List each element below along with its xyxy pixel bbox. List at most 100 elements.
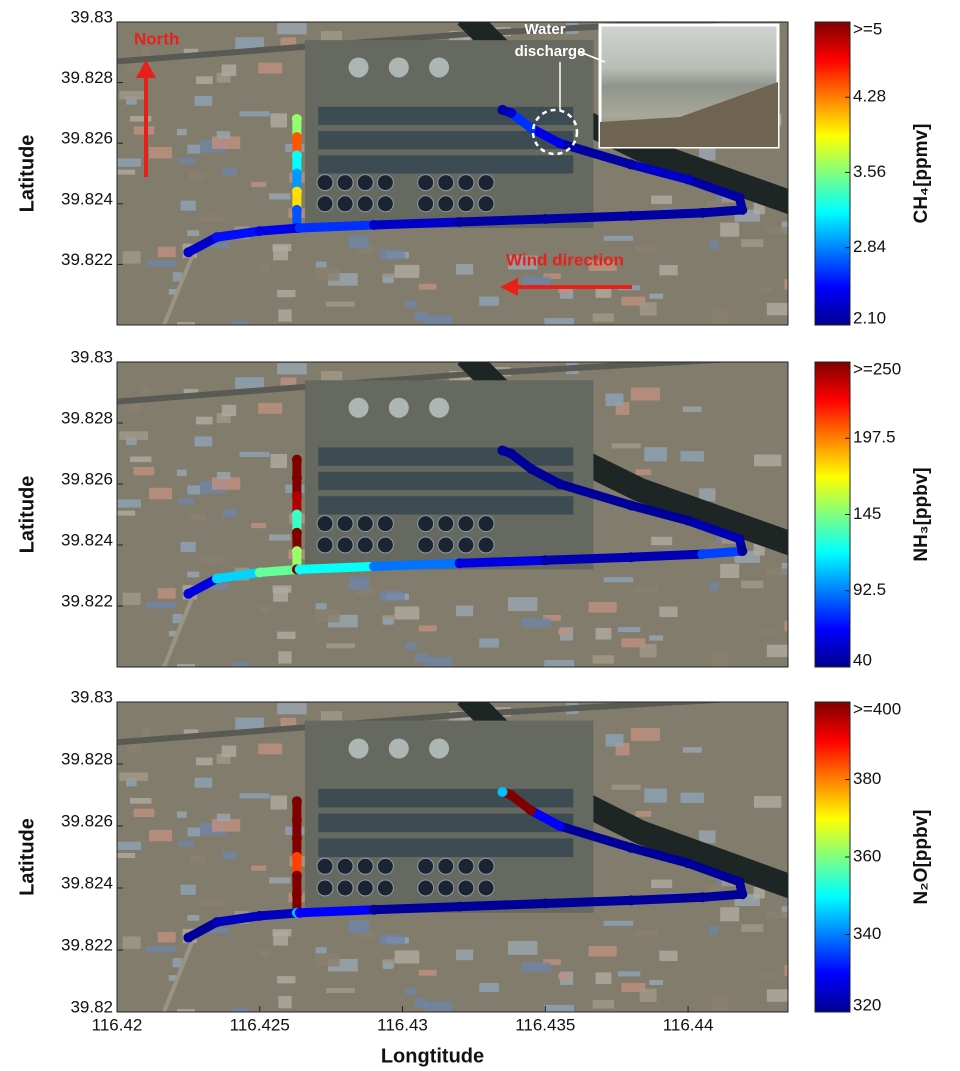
y-tick-label: 39.828 — [61, 749, 113, 768]
building — [631, 728, 660, 741]
colorbar — [815, 362, 850, 667]
clarifier — [377, 175, 393, 191]
track-point — [292, 852, 302, 862]
building — [117, 170, 135, 175]
track-point — [683, 858, 693, 868]
building — [754, 455, 781, 467]
track-point — [292, 205, 302, 215]
building — [142, 387, 150, 397]
building — [117, 842, 141, 850]
building — [604, 236, 634, 241]
track-point — [626, 843, 636, 853]
building — [130, 798, 152, 804]
building — [479, 638, 499, 647]
building — [425, 1002, 452, 1011]
building — [349, 235, 369, 248]
building — [631, 388, 660, 401]
building — [640, 302, 657, 315]
building — [349, 920, 369, 933]
track-point — [455, 902, 465, 912]
building — [659, 265, 677, 275]
building — [149, 830, 172, 841]
building — [508, 597, 537, 611]
building — [178, 498, 194, 504]
y-tick-label: 39.822 — [61, 591, 113, 610]
building — [741, 924, 763, 932]
track-point — [292, 455, 302, 465]
track-point — [626, 159, 636, 169]
building — [649, 294, 663, 299]
track-point — [506, 790, 516, 800]
track-point — [292, 473, 302, 483]
map — [117, 696, 809, 1023]
clarifier — [377, 880, 393, 896]
building — [281, 718, 297, 726]
clarifier — [418, 516, 434, 532]
building — [640, 644, 657, 657]
track-point — [292, 510, 302, 520]
building — [651, 537, 672, 545]
building — [383, 277, 393, 283]
track-segment — [300, 910, 374, 913]
clarifier — [478, 516, 494, 532]
building — [508, 941, 537, 955]
clarifier — [458, 516, 474, 532]
clarifier — [389, 57, 409, 77]
building — [635, 930, 658, 936]
track-point — [292, 150, 302, 160]
wind-label: Wind direction — [506, 250, 624, 269]
building — [146, 261, 176, 267]
tank-row — [318, 496, 573, 514]
building — [196, 758, 213, 766]
building — [178, 158, 194, 164]
y-tick-label: 39.828 — [61, 68, 113, 87]
building — [194, 778, 212, 788]
building — [321, 711, 342, 720]
track-point — [292, 871, 302, 881]
building — [636, 811, 652, 817]
building — [123, 251, 141, 263]
building — [273, 585, 292, 592]
clarifier — [377, 196, 393, 212]
clarifier — [349, 739, 369, 759]
building — [456, 264, 473, 275]
track-point — [292, 546, 302, 556]
building — [277, 703, 307, 714]
colorbar-tick-label: >=250 — [853, 359, 901, 378]
clarifier — [357, 858, 373, 874]
building — [456, 606, 473, 617]
track-point — [212, 574, 222, 584]
building — [130, 116, 152, 122]
track-segment — [702, 210, 742, 213]
track-segment — [374, 907, 460, 910]
building — [741, 239, 763, 247]
building — [316, 603, 327, 610]
building — [251, 523, 266, 528]
building — [425, 315, 452, 324]
building — [271, 795, 287, 809]
building — [720, 564, 739, 578]
track-segment — [300, 566, 374, 569]
track-point — [626, 500, 636, 510]
building — [194, 436, 212, 446]
y-axis-label: Latitude — [16, 135, 38, 213]
clarifier — [458, 537, 474, 553]
building — [177, 1009, 195, 1023]
building — [606, 734, 624, 747]
y-tick-label: 39.83 — [70, 347, 113, 366]
building — [149, 488, 172, 499]
building — [222, 168, 237, 175]
track-segment — [631, 897, 702, 900]
track-point — [292, 169, 302, 179]
building — [123, 936, 141, 948]
building — [680, 451, 703, 461]
y-axis-label: Latitude — [16, 818, 38, 896]
building — [321, 371, 342, 380]
track-point — [369, 220, 379, 230]
building — [222, 64, 237, 75]
building — [178, 841, 194, 847]
track-point — [697, 549, 707, 559]
building — [158, 932, 176, 943]
building — [683, 406, 702, 412]
track-point — [292, 114, 302, 124]
